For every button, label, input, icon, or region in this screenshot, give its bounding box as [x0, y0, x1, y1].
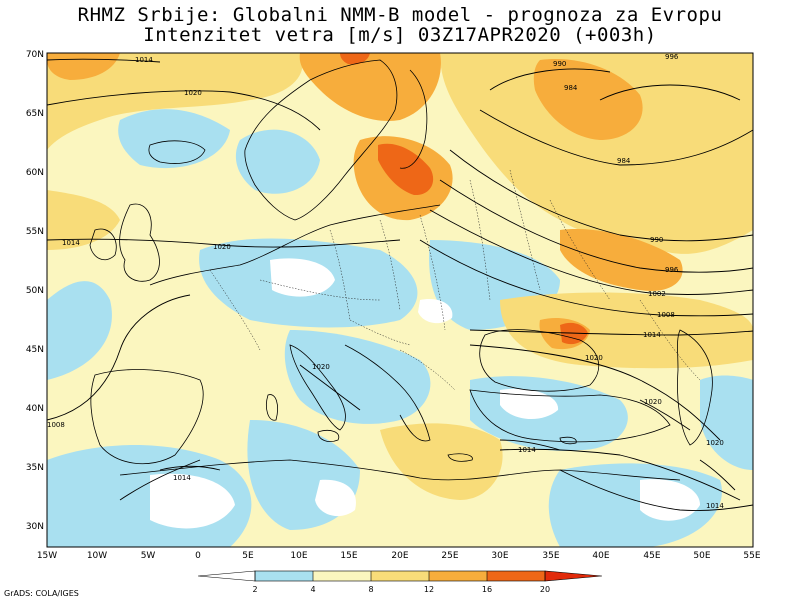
- longitude-labels: 15W 10W 5W 0 5E 10E 15E 20E 25E 30E 35E …: [37, 551, 761, 561]
- lat-label: 35N: [26, 463, 44, 473]
- lat-label: 40N: [26, 404, 44, 414]
- colorbar: 2 4 8 12 16 20: [197, 570, 603, 594]
- lon-label: 35E: [542, 551, 559, 561]
- isobar-label: 1008: [47, 421, 65, 429]
- isobar-label: 1014: [135, 56, 153, 64]
- colorbar-segment: [429, 571, 487, 581]
- lon-label: 45E: [643, 551, 660, 561]
- colorbar-level: 2: [252, 585, 257, 594]
- map-subtitle: Intenzitet vetra [m/s] 03Z17APR2020 (+00…: [143, 24, 657, 46]
- country-borders: [209, 169, 701, 391]
- isobar-label: 1008: [657, 311, 675, 319]
- colorbar-level: 20: [540, 585, 550, 594]
- lon-label: 15W: [37, 551, 57, 561]
- isobar-label: 1020: [644, 398, 662, 406]
- lat-label: 55N: [26, 227, 44, 237]
- lon-label: 10E: [290, 551, 307, 561]
- isobar-label: 1020: [706, 439, 724, 447]
- lat-label: 30N: [26, 522, 44, 532]
- colorbar-segment: [313, 571, 371, 581]
- colorbar-segment: [545, 571, 602, 581]
- map-frame: [46, 52, 754, 548]
- lon-label: 5E: [242, 551, 254, 561]
- colorbar-level: 8: [368, 585, 373, 594]
- isobar-label: 1014: [173, 474, 191, 482]
- map-title: RHMZ Srbije: Globalni NMM-B model - prog…: [77, 4, 723, 26]
- isobar-label: 1020: [184, 89, 202, 97]
- colorbar-segment: [487, 571, 545, 581]
- isobar-labels: 1014 1020 1020 1014 1020 1008 1014 1014 …: [47, 53, 724, 510]
- lon-label: 30E: [491, 551, 508, 561]
- lon-label: 55E: [743, 551, 760, 561]
- lon-label: 10W: [87, 551, 107, 561]
- isobar-label: 1014: [62, 239, 80, 247]
- coastlines: [89, 59, 713, 481]
- isobar-label: 984: [564, 84, 578, 92]
- isobar-label: 1020: [312, 363, 330, 371]
- lon-label: 15E: [340, 551, 357, 561]
- isobar-label: 996: [665, 53, 679, 61]
- isobar-label: 1002: [648, 290, 666, 298]
- colorbar-segment: [255, 571, 313, 581]
- lon-label: 20E: [391, 551, 408, 561]
- lon-label: 0: [195, 551, 201, 561]
- isobar-label: 1014: [706, 502, 724, 510]
- latitude-labels: 70N 65N 60N 55N 50N 45N 40N 35N 30N: [26, 50, 44, 532]
- isobar-label: 990: [553, 60, 566, 68]
- isobar-label: 1020: [213, 243, 231, 251]
- isobar-label: 1020: [585, 354, 603, 362]
- lat-label: 65N: [26, 109, 44, 119]
- moderate-wind-areas: [47, 53, 753, 500]
- isobar-label: 996: [665, 266, 679, 274]
- wind-field: 1014 1020 1020 1014 1020 1008 1014 1014 …: [47, 53, 753, 547]
- colorbar-level: 4: [310, 585, 315, 594]
- colorbar-segment: [198, 571, 255, 581]
- isobar-label: 1014: [518, 446, 536, 454]
- colorbar-level: 12: [424, 585, 434, 594]
- isobar-label: 1014: [643, 331, 661, 339]
- lat-label: 70N: [26, 50, 44, 60]
- isobars: [47, 58, 753, 511]
- lat-label: 50N: [26, 286, 44, 296]
- isobar-label: 990: [650, 236, 663, 244]
- lon-label: 5W: [141, 551, 156, 561]
- colorbar-level: 16: [482, 585, 492, 594]
- isobar-label: 984: [617, 157, 631, 165]
- credit-text: GrADS: COLA/IGES: [4, 589, 79, 598]
- lon-label: 25E: [441, 551, 458, 561]
- lat-label: 60N: [26, 168, 44, 178]
- colorbar-segment: [371, 571, 429, 581]
- lon-label: 50E: [693, 551, 710, 561]
- lon-label: 40E: [592, 551, 609, 561]
- lat-label: 45N: [26, 345, 44, 355]
